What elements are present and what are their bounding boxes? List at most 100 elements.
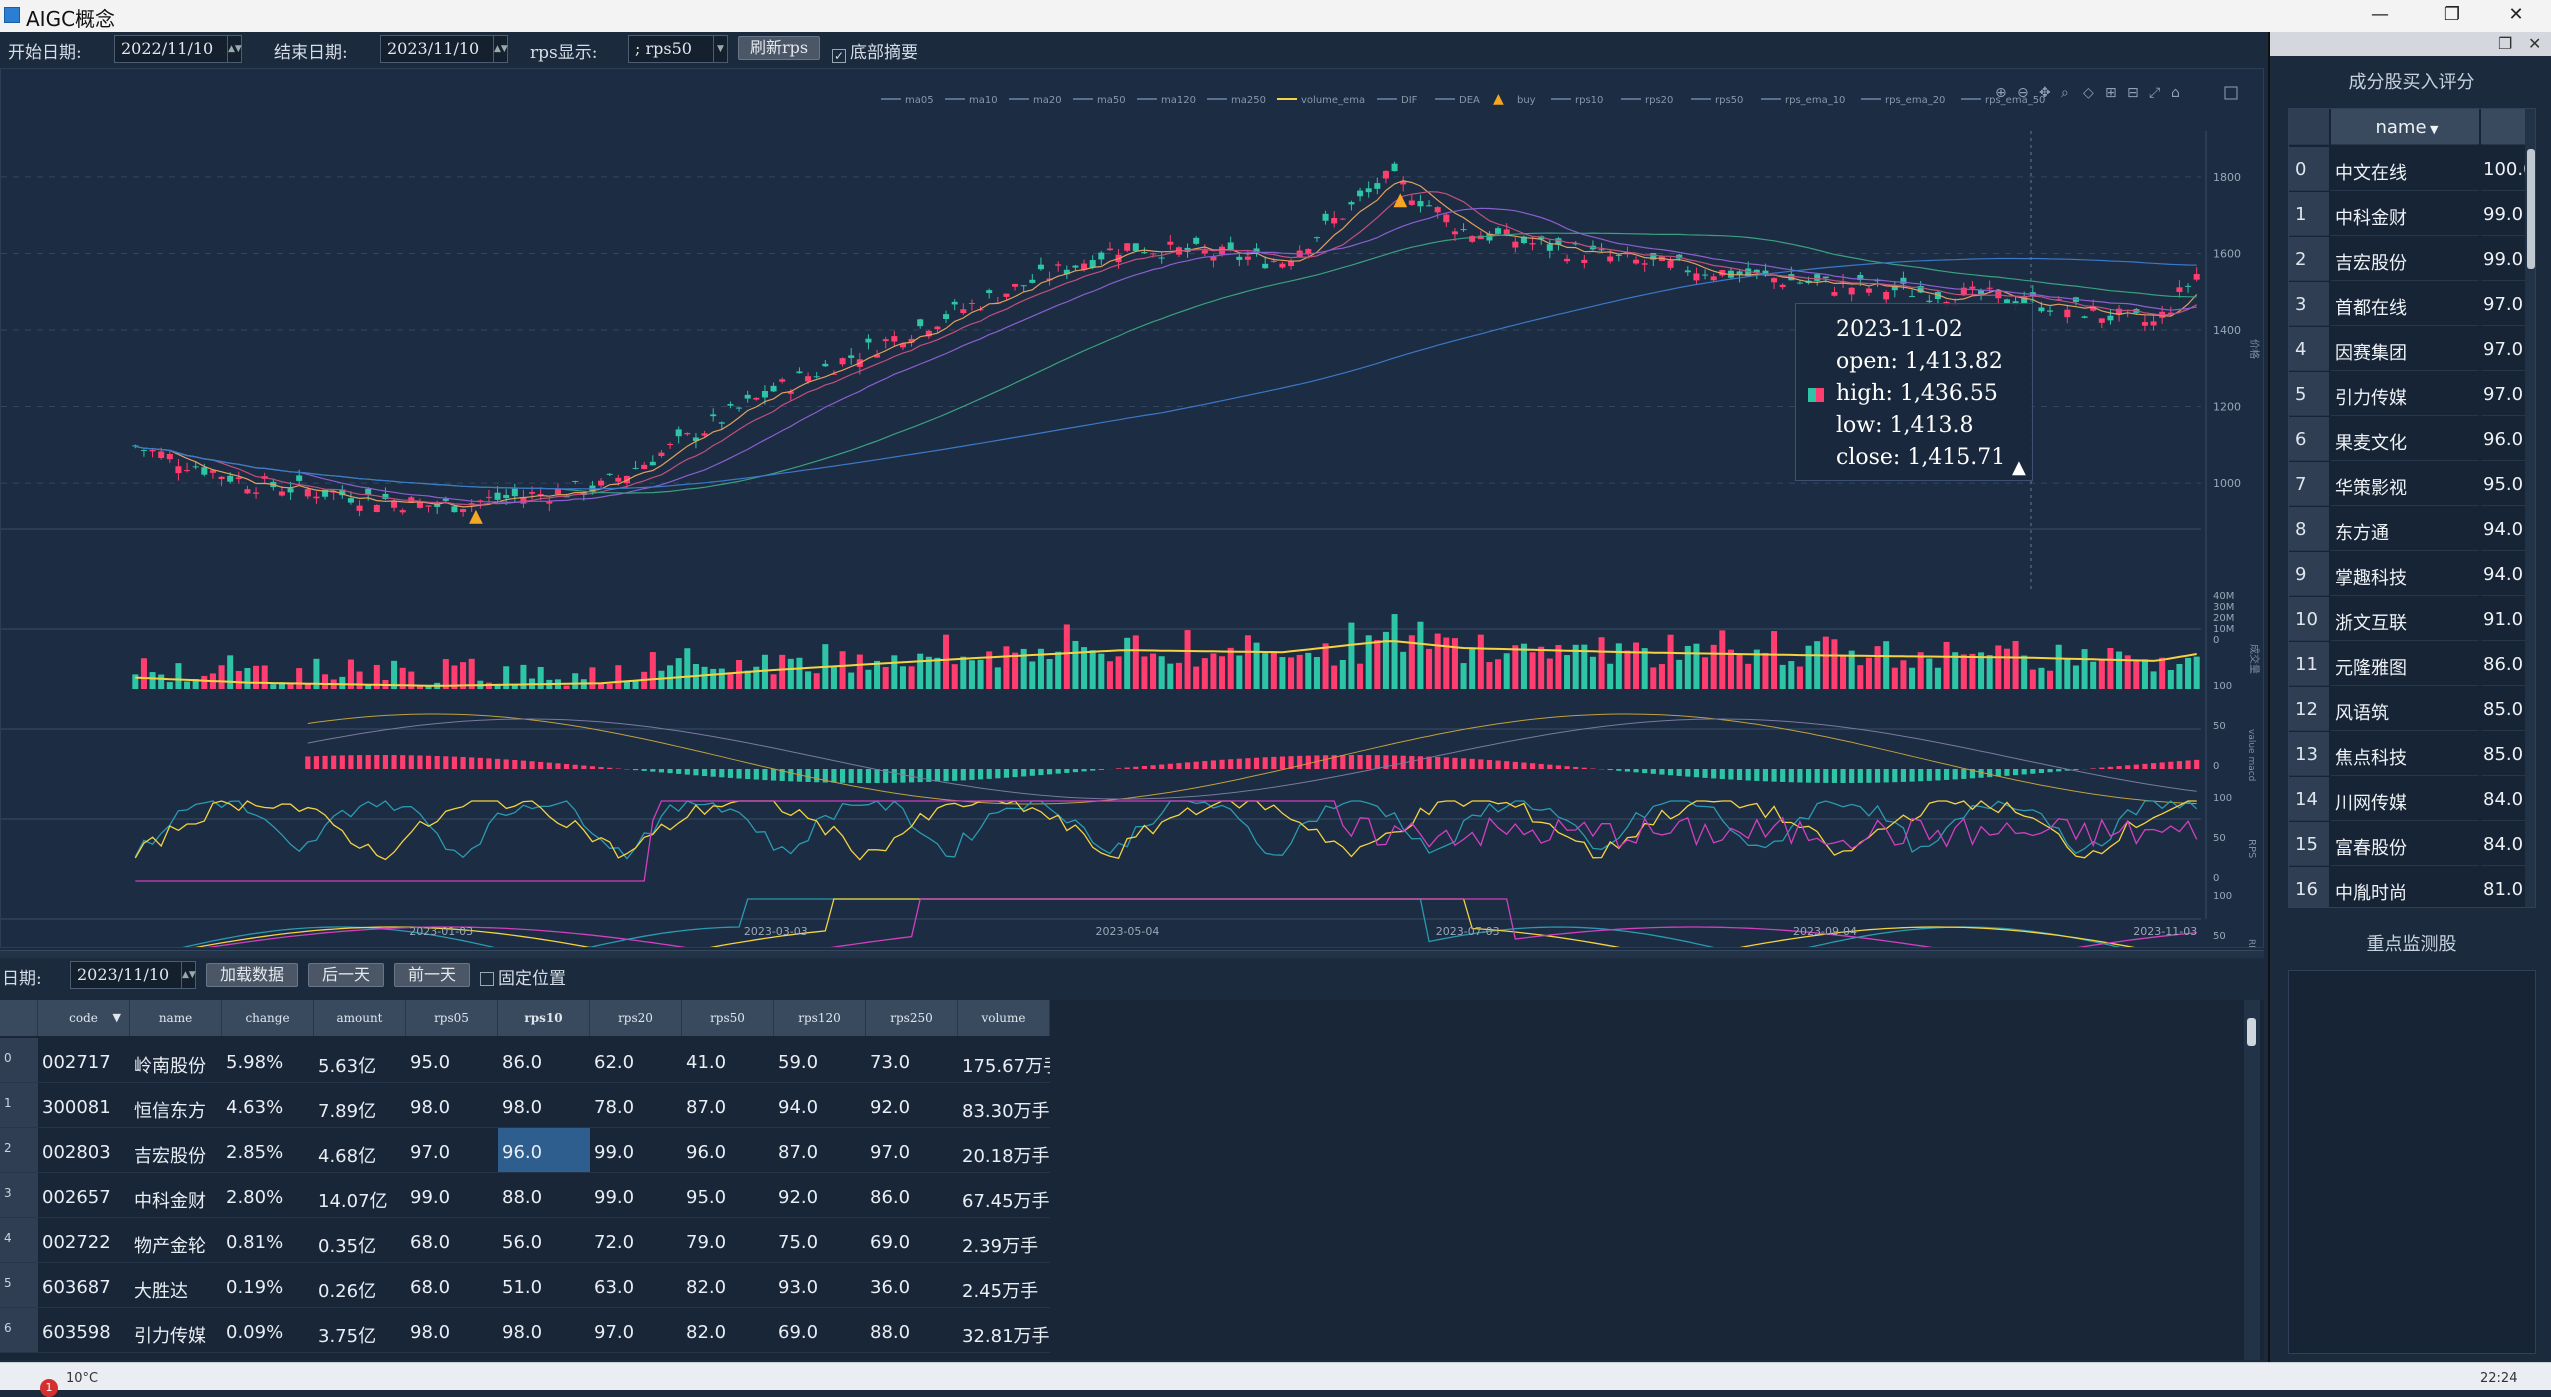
table-scrollbar[interactable]	[2244, 1000, 2260, 1360]
table-cell-rps50[interactable]: 87.0	[682, 1083, 774, 1128]
table-cell-name[interactable]: 物产金轮	[130, 1218, 222, 1263]
column-header-rps120[interactable]: rps120	[774, 1000, 866, 1036]
table-cell-rps20[interactable]: 97.0	[590, 1308, 682, 1353]
table-cell-rps20[interactable]: 78.0	[590, 1083, 682, 1128]
table-cell-rps05[interactable]: 97.0	[406, 1128, 498, 1173]
list-index[interactable]: 2	[2289, 237, 2329, 281]
spin-icon[interactable]: ▲▼	[227, 36, 241, 62]
column-header-name[interactable]: name	[130, 1000, 222, 1036]
list-item-name[interactable]: 吉宏股份	[2331, 237, 2479, 281]
list-item-name[interactable]: 中文在线	[2331, 147, 2479, 191]
scrollbar-thumb[interactable]	[2527, 149, 2535, 269]
column-header-rps250[interactable]: rps250	[866, 1000, 958, 1036]
row-index[interactable]: 3	[0, 1173, 38, 1218]
table-cell-volume[interactable]: 67.45万手	[958, 1173, 1050, 1218]
table-cell-rps10[interactable]: 56.0	[498, 1218, 590, 1263]
column-header-rps05[interactable]: rps05	[406, 1000, 498, 1036]
list-index[interactable]: 16	[2289, 867, 2329, 908]
list-item-name[interactable]: 果麦文化	[2331, 417, 2479, 461]
monitor-list[interactable]	[2288, 970, 2536, 1354]
table-cell-name[interactable]: 吉宏股份	[130, 1128, 222, 1173]
list-item-name[interactable]: 浙文互联	[2331, 597, 2479, 641]
next-day-button[interactable]: 后一天	[308, 963, 384, 987]
table-cell-rps120[interactable]: 75.0	[774, 1218, 866, 1263]
table-cell-code[interactable]: 002803	[38, 1128, 130, 1173]
table-cell-amount[interactable]: 3.75亿	[314, 1308, 406, 1353]
list-item-name[interactable]: 中胤时尚	[2331, 867, 2479, 908]
column-header-amount[interactable]: amount	[314, 1000, 406, 1036]
table-cell-rps20[interactable]: 72.0	[590, 1218, 682, 1263]
table-cell-amount[interactable]: 4.68亿	[314, 1128, 406, 1173]
list-item-name[interactable]: 东方通	[2331, 507, 2479, 551]
list-index[interactable]: 15	[2289, 822, 2329, 866]
checkbox-icon[interactable]: ✓	[832, 49, 846, 63]
list-item-name[interactable]: 川网传媒	[2331, 777, 2479, 821]
table-cell-rps120[interactable]: 92.0	[774, 1173, 866, 1218]
table-cell-code[interactable]: 002717	[38, 1038, 130, 1083]
close-button[interactable]: ✕	[2480, 0, 2551, 32]
table-cell-rps120[interactable]: 93.0	[774, 1263, 866, 1308]
table-cell-name[interactable]: 大胜达	[130, 1263, 222, 1308]
table-cell-rps20[interactable]: 62.0	[590, 1038, 682, 1083]
table-cell-name[interactable]: 引力传媒	[130, 1308, 222, 1353]
row-index[interactable]: 6	[0, 1308, 38, 1353]
list-index[interactable]: 7	[2289, 462, 2329, 506]
table-cell-amount[interactable]: 14.07亿	[314, 1173, 406, 1218]
table-cell-rps10[interactable]: 51.0	[498, 1263, 590, 1308]
refresh-rps-button[interactable]: 刷新rps	[738, 36, 820, 60]
list-index[interactable]: 9	[2289, 552, 2329, 596]
table-cell-rps120[interactable]: 87.0	[774, 1128, 866, 1173]
minimize-button[interactable]: —	[2344, 0, 2416, 32]
table-cell-rps120[interactable]: 69.0	[774, 1308, 866, 1353]
list-item-name[interactable]: 焦点科技	[2331, 732, 2479, 776]
table-cell-rps05[interactable]: 68.0	[406, 1263, 498, 1308]
table-cell-change[interactable]: 4.63%	[222, 1083, 314, 1128]
table-cell-rps250[interactable]: 86.0	[866, 1173, 958, 1218]
sort-caret-icon[interactable]: ▼	[113, 1000, 121, 1036]
column-header-code[interactable]: code▼	[38, 1000, 130, 1036]
table-cell-change[interactable]: 5.98%	[222, 1038, 314, 1083]
row-index[interactable]: 0	[0, 1038, 38, 1083]
row-index[interactable]: 2	[0, 1128, 38, 1173]
row-index[interactable]: 1	[0, 1083, 38, 1128]
column-header-rps20[interactable]: rps20	[590, 1000, 682, 1036]
row-index[interactable]: 4	[0, 1218, 38, 1263]
panel-close-icon[interactable]: ✕	[2528, 34, 2541, 53]
chart-canvas[interactable]: 18001600140012001000价格▲▲40M30M20M10M0成交量…	[1, 69, 2263, 947]
table-cell-rps250[interactable]: 97.0	[866, 1128, 958, 1173]
table-cell-change[interactable]: 2.80%	[222, 1173, 314, 1218]
table-cell-rps05[interactable]: 98.0	[406, 1308, 498, 1353]
table-cell-change[interactable]: 0.19%	[222, 1263, 314, 1308]
table-cell-change[interactable]: 0.09%	[222, 1308, 314, 1353]
list-scrollbar[interactable]	[2525, 109, 2536, 908]
list-index[interactable]: 1	[2289, 192, 2329, 236]
list-index[interactable]: 8	[2289, 507, 2329, 551]
table-cell-volume[interactable]: 83.30万手	[958, 1083, 1050, 1128]
prev-day-button[interactable]: 前一天	[394, 963, 470, 987]
list-item-name[interactable]: 中科金财	[2331, 192, 2479, 236]
table-cell-rps50[interactable]: 41.0	[682, 1038, 774, 1083]
table-cell-rps05[interactable]: 98.0	[406, 1083, 498, 1128]
table-cell-rps50[interactable]: 82.0	[682, 1308, 774, 1353]
list-item-name[interactable]: 富春股份	[2331, 822, 2479, 866]
spin-icon[interactable]: ▲▼	[181, 962, 195, 988]
table-cell-rps10[interactable]: 88.0	[498, 1173, 590, 1218]
table-cell-rps20[interactable]: 63.0	[590, 1263, 682, 1308]
table-cell-rps10[interactable]: 86.0	[498, 1038, 590, 1083]
table-cell-amount[interactable]: 0.35亿	[314, 1218, 406, 1263]
table-cell-volume[interactable]: 32.81万手	[958, 1308, 1050, 1353]
list-item-name[interactable]: 因赛集团	[2331, 327, 2479, 371]
table-cell-rps05[interactable]: 68.0	[406, 1218, 498, 1263]
table-cell-volume[interactable]: 2.39万手	[958, 1218, 1050, 1263]
column-header-name[interactable]: name ▼	[2331, 109, 2479, 145]
table-cell-rps250[interactable]: 88.0	[866, 1308, 958, 1353]
list-item-name[interactable]: 元隆雅图	[2331, 642, 2479, 686]
table-cell-change[interactable]: 0.81%	[222, 1218, 314, 1263]
table-cell-rps05[interactable]: 99.0	[406, 1173, 498, 1218]
table-cell-amount[interactable]: 5.63亿	[314, 1038, 406, 1083]
table-cell-rps50[interactable]: 96.0	[682, 1128, 774, 1173]
list-item-name[interactable]: 华策影视	[2331, 462, 2479, 506]
table-cell-volume[interactable]: 20.18万手	[958, 1128, 1050, 1173]
